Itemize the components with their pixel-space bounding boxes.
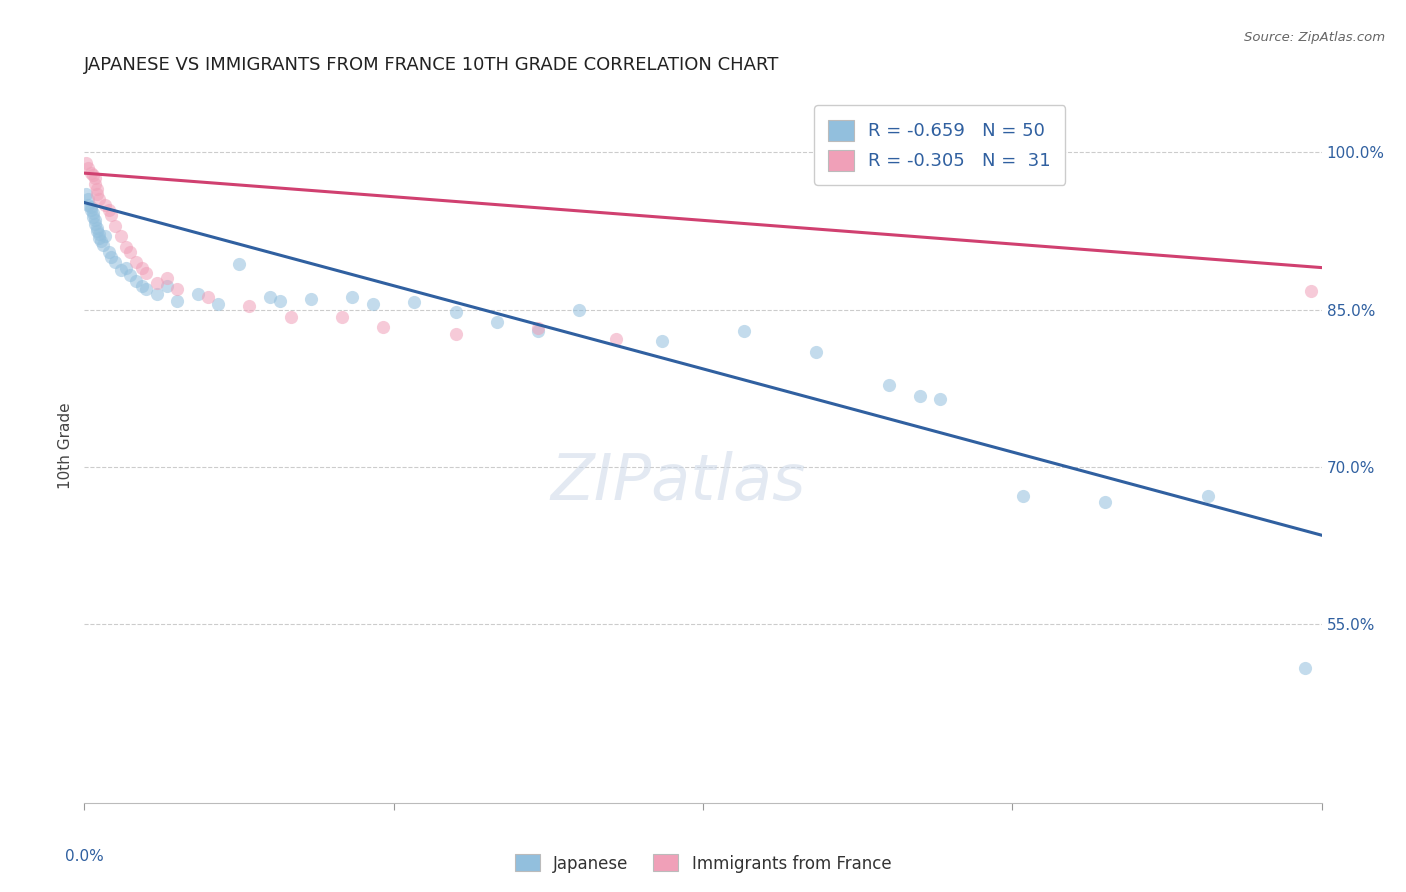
Text: ZIPatlas: ZIPatlas: [551, 450, 806, 513]
Point: [90, 235, 112, 249]
Point: [79, 166, 101, 180]
Point: [87, 193, 110, 207]
Point: [125, 255, 148, 269]
Y-axis label: 10th Grade: 10th Grade: [58, 402, 73, 490]
Point: [1197, 489, 1219, 503]
Point: [114, 239, 136, 253]
Point: [187, 286, 209, 301]
Point: [86, 220, 108, 235]
Point: [929, 392, 952, 406]
Point: [114, 260, 136, 275]
Point: [77, 161, 100, 175]
Point: [87, 227, 110, 241]
Point: [1301, 284, 1323, 298]
Point: [75, 187, 97, 202]
Point: [1011, 489, 1033, 503]
Point: [166, 294, 188, 309]
Point: [156, 271, 179, 285]
Point: [83, 171, 105, 186]
Point: [269, 294, 291, 309]
Point: [877, 378, 900, 392]
Point: [79, 202, 101, 217]
Point: [404, 295, 426, 310]
Point: [82, 211, 104, 225]
Point: [94, 229, 117, 244]
Point: [83, 177, 105, 191]
Point: [91, 237, 114, 252]
Point: [131, 279, 153, 293]
Text: Source: ZipAtlas.com: Source: ZipAtlas.com: [1244, 31, 1385, 45]
Point: [156, 279, 179, 293]
Point: [651, 334, 673, 348]
Point: [87, 231, 110, 245]
Point: [79, 200, 101, 214]
Text: JAPANESE VS IMMIGRANTS FROM FRANCE 10TH GRADE CORRELATION CHART: JAPANESE VS IMMIGRANTS FROM FRANCE 10TH …: [84, 56, 780, 74]
Point: [908, 389, 931, 403]
Point: [330, 310, 353, 324]
Point: [527, 324, 550, 338]
Point: [100, 208, 122, 222]
Point: [77, 193, 100, 207]
Point: [605, 332, 627, 346]
Point: [733, 324, 755, 338]
Point: [806, 344, 828, 359]
Point: [444, 304, 467, 318]
Point: [118, 244, 141, 259]
Point: [145, 277, 167, 291]
Point: [299, 292, 322, 306]
Point: [83, 217, 105, 231]
Point: [86, 187, 108, 202]
Point: [75, 155, 97, 169]
Point: [104, 219, 127, 233]
Point: [83, 213, 105, 227]
Point: [228, 257, 250, 271]
Point: [100, 250, 122, 264]
Point: [131, 260, 153, 275]
Legend: Japanese, Immigrants from France: Japanese, Immigrants from France: [508, 847, 898, 880]
Text: 0.0%: 0.0%: [65, 849, 104, 864]
Point: [373, 320, 395, 334]
Point: [145, 286, 167, 301]
Point: [197, 290, 219, 304]
Point: [125, 274, 148, 288]
Point: [485, 315, 508, 329]
Point: [135, 282, 157, 296]
Point: [1294, 661, 1316, 675]
Point: [110, 262, 132, 277]
Point: [82, 168, 104, 182]
Point: [77, 197, 100, 211]
Point: [238, 300, 260, 314]
Point: [135, 266, 157, 280]
Point: [1094, 494, 1116, 508]
Point: [280, 310, 302, 324]
Point: [444, 326, 467, 341]
Point: [98, 244, 121, 259]
Point: [342, 290, 364, 304]
Point: [166, 282, 188, 296]
Point: [118, 268, 141, 282]
Point: [527, 321, 550, 335]
Point: [86, 224, 108, 238]
Legend: R = -0.659   N = 50, R = -0.305   N =  31: R = -0.659 N = 50, R = -0.305 N = 31: [814, 105, 1066, 185]
Point: [86, 182, 108, 196]
Point: [259, 290, 281, 304]
Point: [94, 197, 117, 211]
Point: [82, 206, 104, 220]
Point: [361, 297, 384, 311]
Point: [207, 297, 229, 311]
Point: [98, 202, 121, 217]
Point: [568, 302, 591, 317]
Point: [110, 229, 132, 244]
Point: [104, 255, 127, 269]
